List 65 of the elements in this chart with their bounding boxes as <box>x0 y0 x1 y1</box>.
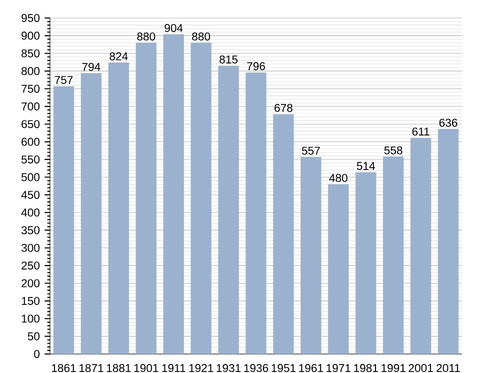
x-tick-label: 2001 <box>408 364 433 372</box>
y-tick-label: 200 <box>22 279 40 288</box>
y-tick-label: 350 <box>21 226 40 234</box>
y-tick-label: 450 <box>21 190 40 199</box>
bar <box>438 128 459 354</box>
bar <box>273 114 294 354</box>
y-tick-label: 0 <box>34 350 40 358</box>
data-label: 557 <box>302 146 320 155</box>
y-tick-label: 800 <box>22 66 40 75</box>
bar <box>163 34 184 354</box>
data-label: 824 <box>110 52 128 60</box>
data-label: 794 <box>82 62 100 71</box>
bar <box>246 72 266 354</box>
x-tick-label: 1981 <box>354 364 378 372</box>
bar <box>300 156 322 354</box>
y-tick-label: 850 <box>22 49 40 58</box>
bar <box>53 86 74 354</box>
y-tick-label: 500 <box>22 172 40 182</box>
y-tick-label: 600 <box>22 138 40 146</box>
x-tick-label: 1881 <box>106 364 131 372</box>
x-tick-label: 1861 <box>52 364 76 372</box>
y-tick-label: 300 <box>21 244 40 252</box>
x-tick-label: 1931 <box>216 364 241 372</box>
data-label: 558 <box>384 146 402 154</box>
x-tick-label: 2011 <box>436 364 460 372</box>
y-tick-label: 550 <box>22 155 40 164</box>
bar <box>383 156 404 354</box>
data-label: 880 <box>192 32 210 40</box>
x-tick-label: 1921 <box>189 364 214 372</box>
x-tick-label: 1936 <box>244 364 268 372</box>
x-tick-label: 1901 <box>134 364 158 372</box>
bar <box>136 42 156 354</box>
y-tick-label: 750 <box>22 84 40 93</box>
x-tick-label: 1951 <box>272 364 296 372</box>
y-tick-label: 650 <box>22 120 40 128</box>
y-tick-label: 950 <box>22 14 40 22</box>
bar <box>218 66 239 354</box>
bar <box>108 62 130 354</box>
x-tick-label: 1961 <box>299 364 323 372</box>
y-tick-label: 900 <box>22 32 40 40</box>
y-tick-label: 250 <box>22 261 40 270</box>
y-tick-label: 150 <box>22 296 40 305</box>
y-tick-label: 50 <box>28 332 40 340</box>
data-label: 904 <box>164 24 183 32</box>
data-label: 636 <box>439 118 458 127</box>
data-label: 880 <box>137 32 156 40</box>
x-tick-label: 1871 <box>79 364 104 372</box>
y-tick-label: 700 <box>22 102 40 110</box>
data-label: 815 <box>220 55 238 64</box>
y-tick-label: 100 <box>22 314 40 322</box>
y-tick-label: 400 <box>21 208 40 216</box>
bar <box>356 172 376 354</box>
bar <box>328 184 349 354</box>
data-label: 757 <box>54 76 73 84</box>
bar <box>410 138 432 354</box>
data-label: 514 <box>356 162 375 170</box>
bar <box>190 42 212 354</box>
data-label: 678 <box>274 104 292 112</box>
data-label: 480 <box>329 174 348 182</box>
x-tick-label: 1971 <box>326 364 350 372</box>
x-tick-label: 1991 <box>382 364 406 372</box>
data-label: 611 <box>412 127 430 136</box>
bar <box>80 73 102 354</box>
x-tick-label: 1911 <box>162 364 186 372</box>
data-label: 796 <box>247 62 265 70</box>
